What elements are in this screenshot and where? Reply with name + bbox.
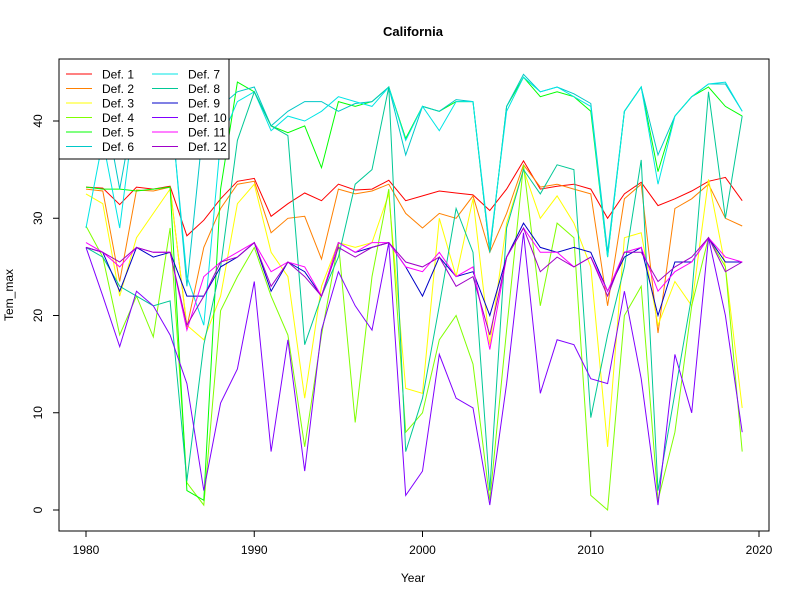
x-tick-label: 2010 [577,543,604,557]
series-line-8 [85,86,743,491]
legend-label-11: Def. 11 [188,126,226,140]
x-tick-label: 1980 [73,543,100,557]
series-line-11 [85,227,743,350]
legend-label-10: Def. 10 [188,111,227,125]
y-tick-label: 20 [31,309,45,323]
legend-label-9: Def. 9 [188,97,220,111]
plot-lines [85,73,743,512]
series-line-4 [85,164,743,512]
series-line-3 [85,168,743,447]
x-tick-label: 2020 [746,543,773,557]
x-axis: 1980 1990 2000 2010 2020 [73,530,773,557]
x-axis-label: Year [401,571,425,585]
series-line-10 [85,232,743,506]
legend-label-3: Def. 3 [102,97,134,111]
legend-label-4: Def. 4 [102,111,134,125]
legend-label-8: Def. 8 [188,82,220,96]
y-tick-label: 10 [31,406,45,420]
legend-label-12: Def. 12 [188,140,227,154]
legend-label-5: Def. 5 [102,126,134,140]
x-tick-label: 1990 [241,543,268,557]
y-tick-label: 0 [31,506,45,513]
legend-label-7: Def. 7 [188,68,220,82]
legend-label-6: Def. 6 [102,140,134,154]
y-axis: 0 10 20 30 40 [31,114,60,513]
series-line-1 [85,159,743,237]
y-axis-label: Tem_max [2,269,16,321]
legend-box [58,58,230,160]
series-line-12 [85,226,743,336]
series-line-7 [85,76,743,326]
y-tick-label: 40 [31,114,45,128]
chart-title: California [383,24,444,39]
legend-label-1: Def. 1 [102,68,134,82]
legend-label-2: Def. 2 [102,82,134,96]
series-line-2 [85,163,743,334]
y-tick-label: 30 [31,211,45,225]
x-tick-label: 2000 [409,543,436,557]
